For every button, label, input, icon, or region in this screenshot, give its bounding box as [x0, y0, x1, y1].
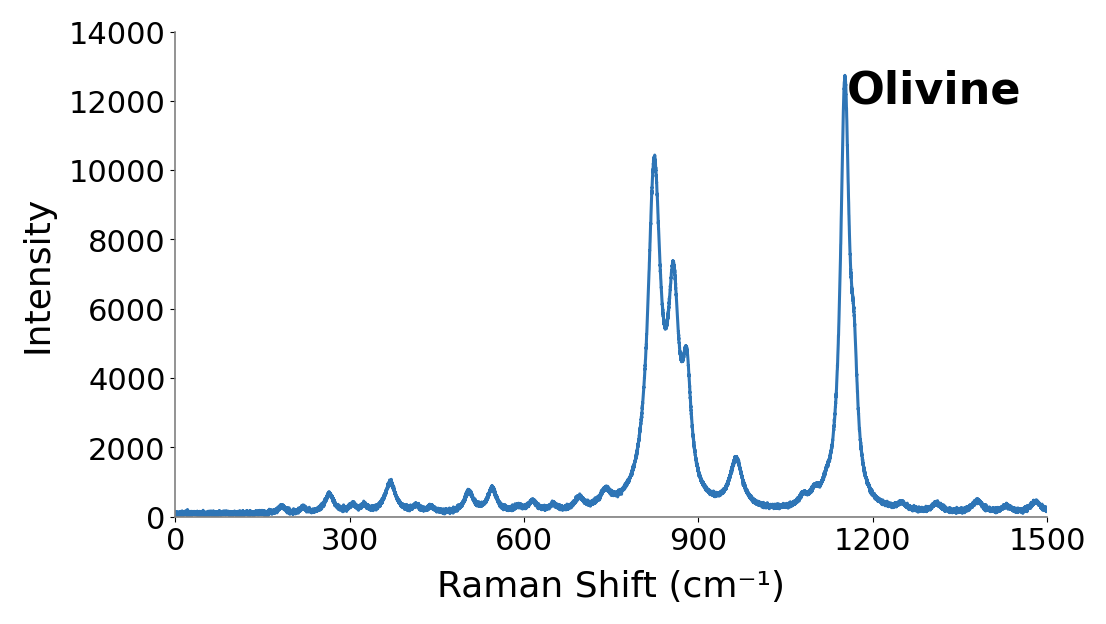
X-axis label: Raman Shift (cm⁻¹): Raman Shift (cm⁻¹) — [437, 569, 785, 603]
Text: Olivine: Olivine — [846, 69, 1021, 112]
Y-axis label: Intensity: Intensity — [21, 196, 55, 353]
